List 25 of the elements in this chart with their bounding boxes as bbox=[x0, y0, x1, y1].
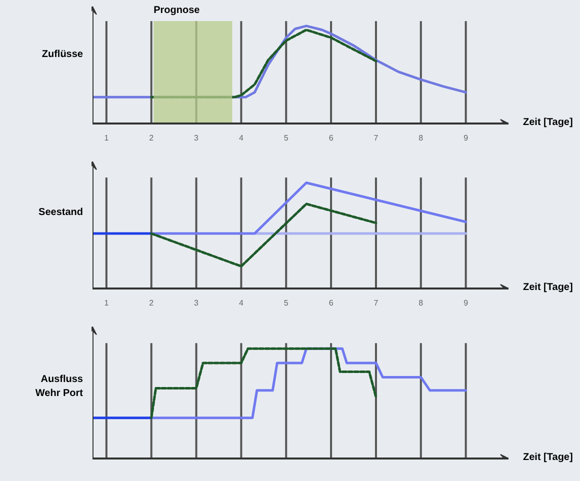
y-axis-title: Ausfluss Wehr Port bbox=[35, 373, 83, 401]
x-tick-label: 4 bbox=[238, 134, 244, 142]
x-tick-label: 2 bbox=[149, 298, 154, 308]
x-tick-label: 9 bbox=[464, 134, 469, 142]
x-tick-label: 3 bbox=[194, 134, 200, 142]
x-axis-title: Zeit [Tage] bbox=[523, 281, 573, 295]
x-tick-label: 8 bbox=[418, 134, 424, 142]
x-tick-label: 5 bbox=[284, 134, 289, 142]
x-axis-title: Zeit [Tage] bbox=[523, 451, 573, 465]
band-label: Prognose bbox=[154, 5, 200, 16]
x-tick-label: 9 bbox=[464, 298, 469, 308]
x-axis-title: Zeit [Tage] bbox=[523, 116, 573, 130]
x-tick-label: 2 bbox=[149, 134, 154, 142]
x-tick-label: 5 bbox=[284, 298, 289, 308]
x-tick-label: 1 bbox=[104, 134, 110, 142]
x-tick-label: 7 bbox=[374, 298, 379, 308]
y-axis-title: Seestand bbox=[38, 206, 83, 220]
x-tick-label: 8 bbox=[418, 298, 424, 308]
x-tick-label: 4 bbox=[238, 298, 244, 308]
x-tick-label: 6 bbox=[328, 298, 334, 308]
y-axis-title: Zuflüsse bbox=[42, 48, 83, 62]
x-tick-label: 1 bbox=[104, 298, 110, 308]
x-tick-label: 7 bbox=[374, 134, 379, 142]
x-tick-label: 3 bbox=[194, 298, 200, 308]
x-tick-label: 6 bbox=[328, 134, 334, 142]
